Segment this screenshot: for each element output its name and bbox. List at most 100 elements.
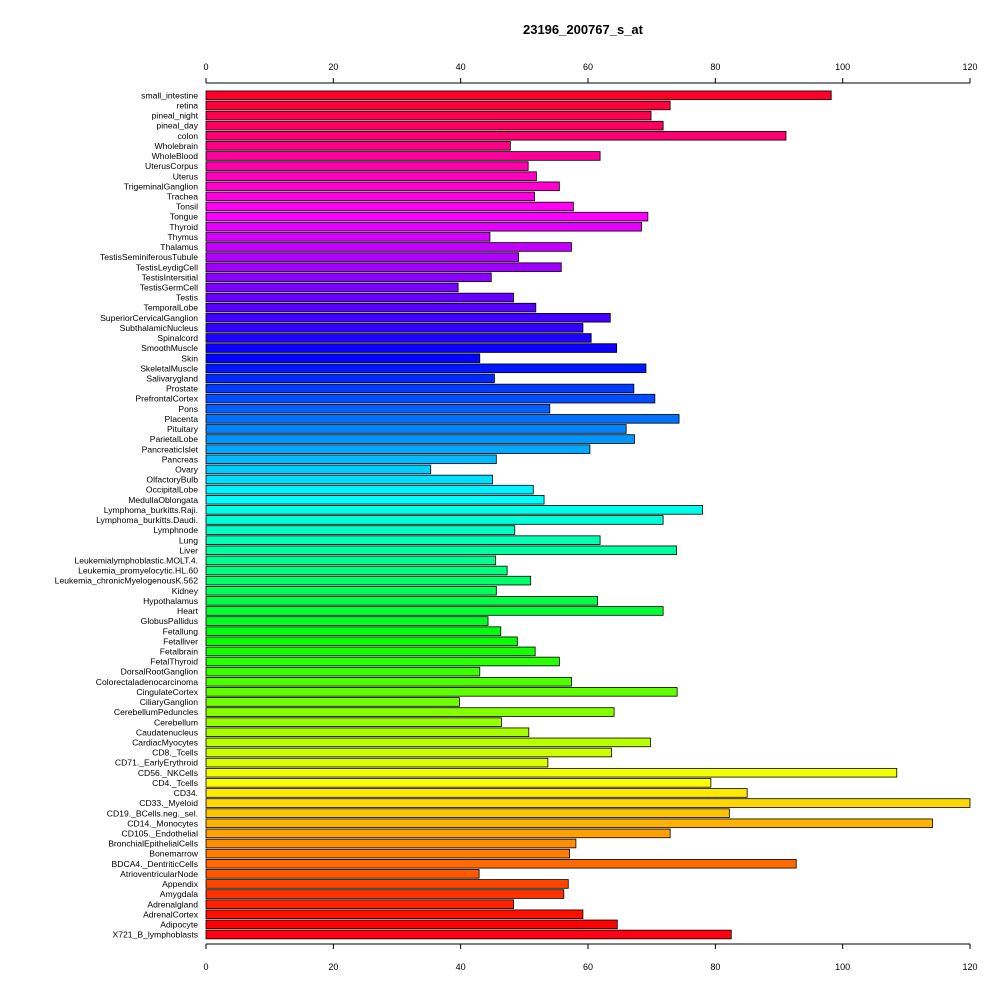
bar xyxy=(205,181,560,192)
category-label: colon xyxy=(177,131,198,141)
bar xyxy=(205,585,497,596)
bar xyxy=(205,909,584,920)
category-label: SuperiorCervicalGanglion xyxy=(100,313,198,323)
category-label: TestisIntersitial xyxy=(142,272,198,282)
category-label: Leukemia_chronicMyelogenousK.562 xyxy=(55,576,199,586)
bar xyxy=(205,565,508,576)
bar xyxy=(205,869,480,879)
bar xyxy=(205,191,535,202)
bar xyxy=(205,778,712,788)
bar xyxy=(205,141,511,151)
category-label: Leukemialymphoblastic.MOLT.4. xyxy=(74,556,198,566)
bar xyxy=(205,525,516,535)
category-label: TestisGermCell xyxy=(140,283,198,293)
category-label: Heart xyxy=(177,606,199,616)
bar xyxy=(205,606,664,616)
category-label: Appendix xyxy=(162,879,199,889)
category-label: Lymphoma_burkitts.Raji. xyxy=(104,505,198,515)
category-label: CiliaryGanglion xyxy=(140,697,198,707)
bar xyxy=(205,697,460,707)
bar xyxy=(205,130,787,141)
top-axis-tick-label: 100 xyxy=(835,62,850,72)
category-label: BronchialEpithelialCells xyxy=(108,839,198,849)
category-label: CD56._NKCells xyxy=(138,768,198,778)
bar xyxy=(205,444,591,454)
category-label: CardiacMyocytes xyxy=(132,737,198,747)
bar xyxy=(205,656,560,667)
category-label: Liver xyxy=(179,545,198,555)
category-label: CD19._BCells.neg._sel. xyxy=(107,808,198,818)
category-label: Colorectaladenocarcinoma xyxy=(96,677,198,687)
bar xyxy=(205,788,748,798)
category-label: Lung xyxy=(179,535,198,545)
bottom-axis-tick-label: 80 xyxy=(710,962,720,972)
bar xyxy=(205,232,491,242)
category-label: CingulateCortex xyxy=(136,687,198,697)
category-label: OlfactoryBulb xyxy=(146,475,198,485)
bottom-axis-tick-label: 0 xyxy=(203,962,208,972)
category-label: TemporalLobe xyxy=(144,303,199,313)
category-label: Adrenalgland xyxy=(147,899,198,909)
bar xyxy=(205,808,730,818)
bottom-axis-tick-label: 20 xyxy=(328,962,338,972)
bar xyxy=(205,403,551,414)
top-axis-tick-label: 40 xyxy=(456,62,466,72)
bottom-axis-tick-label: 100 xyxy=(835,962,850,972)
category-label: CD33._Myeloid xyxy=(139,798,198,808)
category-label: AtrioventricularNode xyxy=(120,869,198,879)
category-label: DorsalRootGanglion xyxy=(121,667,199,677)
category-label: Thyroid xyxy=(169,222,198,232)
top-axis-tick-label: 60 xyxy=(583,62,593,72)
category-label: Kidney xyxy=(172,586,199,596)
bar xyxy=(205,626,502,636)
bar xyxy=(205,161,529,171)
category-label: Thalamus xyxy=(160,242,198,252)
category-label: SkeletalMuscle xyxy=(140,363,198,373)
category-label: PrefrontalCortex xyxy=(135,394,198,404)
bar xyxy=(205,424,627,434)
category-label: WholeBlood xyxy=(152,151,199,161)
category-label: Uterus xyxy=(173,171,198,181)
top-axis-tick-label: 80 xyxy=(710,62,720,72)
category-label: CD71._EarlyErythroid xyxy=(115,758,198,768)
bar xyxy=(205,838,577,849)
category-label: pineal_day xyxy=(156,121,198,131)
category-label: small_intestine xyxy=(141,90,198,100)
category-label: PancreaticIslet xyxy=(142,444,199,454)
bottom-axis-tick-label: 60 xyxy=(583,962,593,972)
category-label: TestisSeminiferousTubule xyxy=(100,252,198,262)
top-axis-tick-label: 0 xyxy=(203,62,208,72)
bar xyxy=(205,889,565,899)
category-label: Fetallung xyxy=(163,626,199,636)
category-label: Ovary xyxy=(175,465,199,475)
category-label: Adipocyte xyxy=(160,919,198,929)
category-label: X721_B_lymphoblasts xyxy=(112,930,198,940)
category-label: TrigeminalGanglion xyxy=(124,181,198,191)
bar xyxy=(205,353,481,363)
bar xyxy=(205,596,598,606)
category-label: UterusCorpus xyxy=(145,161,198,171)
bar xyxy=(205,333,592,343)
category-label: Testis xyxy=(176,293,198,303)
category-label: SmoothMuscle xyxy=(141,343,198,353)
category-label: Trachea xyxy=(167,192,198,202)
category-label: Prostate xyxy=(166,384,198,394)
bar xyxy=(205,636,518,647)
bar xyxy=(205,515,664,525)
category-label: FetalThyroid xyxy=(150,657,198,667)
bar xyxy=(205,262,562,272)
category-label: CD105._Endothelial xyxy=(122,828,199,838)
category-label: Pons xyxy=(178,404,198,414)
bar xyxy=(205,687,678,697)
bar xyxy=(205,828,671,839)
category-label: Pituitary xyxy=(167,424,199,434)
bar xyxy=(205,302,537,313)
category-label: CD8._Tcells xyxy=(152,748,198,758)
category-label: BDCA4._DentriticCells xyxy=(112,859,198,869)
category-labels: small_intestineretinapineal_nightpineal_… xyxy=(55,90,199,939)
category-label: Bonemarrow xyxy=(149,849,199,859)
bar xyxy=(205,272,492,283)
category-label: Tongue xyxy=(170,212,198,222)
bar xyxy=(205,201,574,212)
